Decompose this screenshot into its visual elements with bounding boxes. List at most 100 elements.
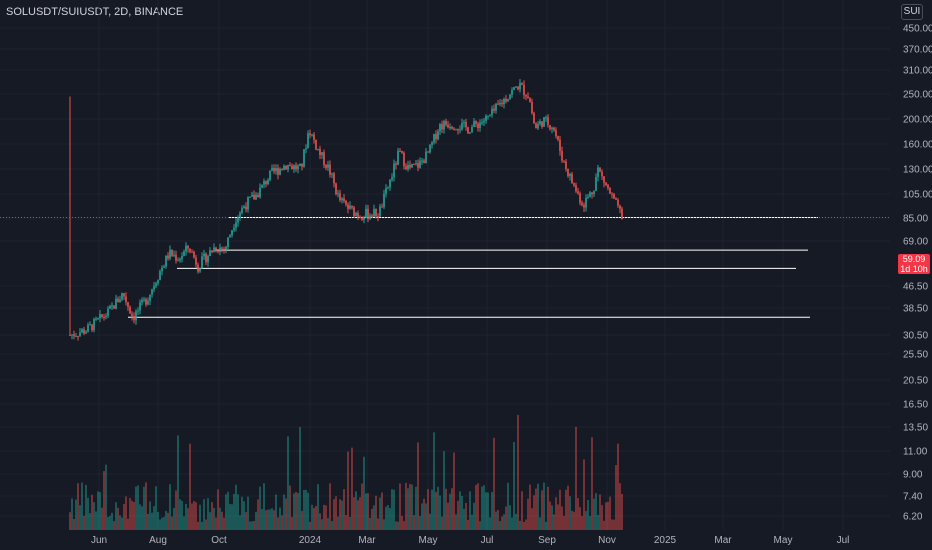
- volume-bar: [393, 489, 395, 530]
- volume-bar: [157, 511, 159, 530]
- volume-bar: [261, 508, 263, 530]
- candle-body: [417, 163, 419, 168]
- candle-body: [307, 133, 309, 149]
- volume-bar: [523, 521, 525, 530]
- candle-body: [555, 130, 557, 137]
- volume-bar: [267, 509, 269, 530]
- volume-bar: [189, 443, 191, 530]
- candle-body: [559, 139, 561, 152]
- candle-body: [471, 126, 473, 133]
- candle-body: [317, 148, 319, 150]
- volume-bar: [121, 517, 123, 530]
- volume-bar: [91, 494, 93, 530]
- volume-bar: [497, 509, 499, 530]
- volume-bar: [151, 512, 153, 530]
- volume-bar: [221, 511, 223, 530]
- candle-body: [389, 179, 391, 188]
- volume-bar: [621, 494, 623, 530]
- candle-body: [381, 206, 383, 208]
- candle-body: [401, 151, 403, 153]
- volume-bar: [549, 501, 551, 530]
- volume-bar: [381, 492, 383, 530]
- volume-bar: [463, 508, 465, 530]
- candle-body: [495, 103, 497, 111]
- candle-body: [377, 216, 379, 218]
- volume-bar: [213, 507, 215, 530]
- volume-bar: [443, 451, 445, 530]
- y-tick-label: 9.00: [903, 470, 923, 481]
- volume-bar: [165, 510, 167, 530]
- volume-bar: [371, 508, 373, 530]
- volume-bar: [545, 521, 547, 530]
- volume-bar: [205, 519, 207, 530]
- candle-body: [115, 298, 117, 309]
- candle-body: [111, 305, 113, 307]
- candle-body: [325, 165, 327, 168]
- volume-bar: [343, 489, 345, 530]
- volume-bar: [287, 436, 289, 530]
- volume-bar: [451, 488, 453, 530]
- candle-body: [535, 123, 537, 129]
- volume-bar: [401, 515, 403, 530]
- candle-body: [479, 122, 481, 129]
- candle-body: [409, 164, 411, 168]
- candle-body: [607, 185, 609, 189]
- candle-body: [271, 167, 273, 171]
- volume-bar: [575, 426, 577, 530]
- volume-bar: [469, 491, 471, 530]
- x-tick-label: Nov: [598, 535, 616, 546]
- volume-bar: [565, 489, 567, 530]
- candle-body: [549, 125, 551, 130]
- candle-body: [193, 251, 195, 258]
- candle-body: [89, 324, 91, 326]
- candle-body: [253, 194, 255, 200]
- volume-bar: [369, 517, 371, 530]
- candle-body: [533, 113, 535, 124]
- volume-bar: [437, 486, 439, 530]
- volume-bar: [483, 485, 485, 530]
- candle-body: [333, 173, 335, 184]
- volume-bar: [383, 519, 385, 530]
- y-tick-label: 20.50: [903, 376, 928, 387]
- candle-body: [167, 255, 169, 259]
- candle-body: [343, 198, 345, 201]
- y-tick-label: 130.00: [903, 165, 932, 176]
- candle-body: [261, 184, 263, 188]
- candle-body: [385, 188, 387, 194]
- volume-bar: [479, 521, 481, 530]
- volume-bar: [183, 516, 185, 530]
- volume-bar: [303, 490, 305, 530]
- candle-body: [505, 98, 507, 102]
- volume-bar: [547, 486, 549, 530]
- volume-bar: [521, 491, 523, 530]
- candle-body: [329, 164, 331, 175]
- candle-body: [465, 122, 467, 128]
- volume-bar: [415, 486, 417, 530]
- candle-body: [357, 212, 359, 217]
- volume-bar: [487, 492, 489, 530]
- x-tick-label: Jul: [481, 535, 494, 546]
- volume-bar: [241, 496, 243, 530]
- candle-body: [615, 198, 617, 200]
- volume-bar: [289, 485, 291, 530]
- candle-body: [391, 177, 393, 180]
- candle-body: [227, 237, 229, 247]
- candle-body: [515, 86, 517, 88]
- candle-body: [213, 247, 215, 253]
- volume-bar: [207, 498, 209, 530]
- volume-bar: [359, 497, 361, 530]
- candle-body: [301, 163, 303, 167]
- volume-bar: [153, 506, 155, 530]
- candle-body: [241, 208, 243, 213]
- candle-body: [169, 249, 171, 259]
- y-tick-label: 30.50: [903, 331, 928, 342]
- candle-body: [269, 170, 271, 180]
- x-tick-label: 2024: [299, 535, 322, 546]
- volume-bar: [537, 483, 539, 530]
- scale-button[interactable]: SUI: [901, 4, 923, 20]
- candle-body: [197, 264, 199, 272]
- volume-bar: [605, 502, 607, 530]
- volume-bar: [265, 510, 267, 530]
- candle-body: [457, 129, 459, 131]
